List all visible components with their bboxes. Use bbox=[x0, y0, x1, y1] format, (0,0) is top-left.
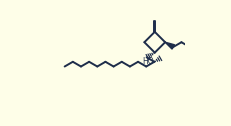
Text: HO: HO bbox=[141, 57, 153, 66]
Polygon shape bbox=[164, 42, 174, 49]
